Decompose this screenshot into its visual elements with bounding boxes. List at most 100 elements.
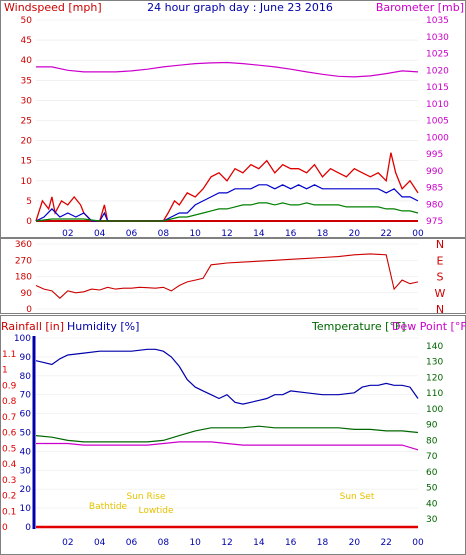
- windspeed-tick-label: 10: [21, 177, 33, 187]
- wind-x-tick-label: 18: [317, 229, 329, 239]
- humidity-tick-label: 40: [20, 447, 32, 457]
- humidity-tick-label: 90: [20, 353, 32, 363]
- windspeed-tick-label: 30: [21, 96, 33, 106]
- wind-series: [35, 61, 419, 222]
- temperature-axes: 010203040506070809010000.10.20.30.40.50.…: [2, 334, 443, 548]
- barometer-tick-label: 1025: [426, 50, 449, 60]
- chart-title: 24 hour graph day : June 23 2016: [147, 1, 333, 14]
- temperature-tick-label: 30: [426, 515, 438, 525]
- direction-tick-label: 90: [21, 289, 33, 299]
- windspeed-axis-label: Windspeed [mph]: [4, 1, 102, 14]
- temperature-tick-label: 50: [426, 484, 438, 494]
- humidity-tick-label: 10: [20, 504, 32, 514]
- rain-tick-label: 0.4: [2, 460, 17, 470]
- barometer-tick-label: 1030: [426, 33, 449, 43]
- temperature-x-tick-label: 10: [189, 538, 201, 548]
- windspeed-tick-label: 50: [21, 16, 33, 26]
- barometer-tick-label: 985: [426, 184, 443, 194]
- temperature-tick-label: 120: [426, 373, 443, 383]
- temperature-tick-label: 110: [426, 389, 443, 399]
- barometer-tick-label: 990: [426, 167, 443, 177]
- barometer-tick-label: 1005: [426, 117, 449, 127]
- direction-gridlines: [36, 243, 418, 310]
- temperature-x-tick-label: 00: [412, 538, 424, 548]
- barometer-tick-label: 1010: [426, 100, 449, 110]
- rain-tick-label: 0.8: [2, 397, 17, 407]
- temperature-axis-label: Temperature [°F]: [311, 320, 406, 333]
- annotation-bathtide: Bathtide: [89, 502, 128, 512]
- humidity-tick-label: 80: [20, 372, 32, 382]
- wind-x-tick-label: 14: [253, 229, 265, 239]
- temperature-x-tick-label: 14: [253, 538, 265, 548]
- humidity-axis-label: Humidity [%]: [67, 320, 139, 333]
- humidity-tick-label: 30: [20, 466, 32, 476]
- temperature-tick-label: 140: [426, 342, 443, 352]
- temperature-tick-label: 60: [426, 468, 438, 478]
- wind-x-tick-label: 08: [158, 229, 170, 239]
- rain-tick-label: 0: [2, 523, 8, 533]
- barometer-tick-label: 1015: [426, 83, 449, 93]
- temperature-tick-label: 40: [426, 499, 438, 509]
- temperature-x-tick-label: 22: [380, 538, 391, 548]
- rain-tick-label: 0.3: [2, 476, 16, 486]
- humidity-line: [35, 348, 419, 405]
- rain-tick-label: 0.9: [2, 381, 17, 391]
- rainfall-axis-label: Rainfall [in]: [1, 320, 64, 333]
- temperature-x-tick-label: 04: [94, 538, 106, 548]
- barometer-tick-label: 1000: [426, 133, 449, 143]
- humidity-tick-label: 60: [20, 410, 32, 420]
- temperature-x-tick-label: 12: [221, 538, 232, 548]
- direction-series: [35, 253, 419, 299]
- windspeed-tick-label: 20: [21, 137, 33, 147]
- temperature-x-tick-label: 18: [317, 538, 329, 548]
- humidity-tick-label: 0: [25, 523, 31, 533]
- temperature-x-tick-label: 02: [62, 538, 73, 548]
- wind-x-tick-label: 12: [221, 229, 232, 239]
- temperature-tick-label: 80: [426, 436, 438, 446]
- compass-tick-label: N: [436, 238, 444, 251]
- windspeed-tick-label: 45: [21, 36, 32, 46]
- direction-tick-label: 270: [15, 256, 32, 266]
- temperature-x-tick-label: 06: [126, 538, 138, 548]
- rain-tick-label: 0.1: [2, 507, 16, 517]
- wind-x-tick-label: 10: [189, 229, 201, 239]
- rain-tick-label: 1: [2, 366, 8, 376]
- rain-tick-label: 0.5: [2, 444, 16, 454]
- wind-x-tick-label: 20: [349, 229, 361, 239]
- compass-tick-label: N: [436, 303, 444, 316]
- temperature-x-tick-label: 08: [158, 538, 170, 548]
- temperature-tick-label: 90: [426, 421, 438, 431]
- direction-tick-label: 360: [15, 240, 32, 250]
- temperature-line: [35, 425, 419, 443]
- wind-gridlines: [36, 19, 418, 222]
- compass-tick-label: W: [435, 287, 446, 300]
- windspeed-tick-label: 15: [21, 157, 32, 167]
- direction-tick-label: 180: [15, 273, 32, 283]
- barometer-tick-label: 975: [426, 217, 443, 227]
- compass-tick-label: E: [437, 254, 444, 267]
- rain-tick-label: 0.6: [2, 429, 17, 439]
- temperature-tick-label: 100: [426, 405, 443, 415]
- humidity-tick-label: 70: [20, 391, 32, 401]
- temperature-tick-label: 70: [426, 452, 438, 462]
- wind-gust-line: [35, 152, 419, 222]
- temperature-x-tick-label: 20: [349, 538, 361, 548]
- windspeed-tick-label: 25: [21, 117, 32, 127]
- barometer-tick-label: 980: [426, 200, 443, 210]
- wind-x-tick-label: 06: [126, 229, 138, 239]
- wind-direction-line: [35, 253, 419, 299]
- annotation-sun-rise: Sun Rise: [127, 492, 166, 502]
- wind-x-tick-label: 02: [62, 229, 73, 239]
- humidity-tick-label: 100: [14, 334, 31, 344]
- barometer-tick-label: 1035: [426, 16, 449, 26]
- windspeed-tick-label: 35: [21, 76, 32, 86]
- barometer-tick-label: 1020: [426, 66, 449, 76]
- dewpoint-line: [36, 441, 419, 451]
- wind-x-tick-label: 00: [412, 229, 424, 239]
- barometer-tick-label: 995: [426, 150, 443, 160]
- annotation-lowtide: Lowtide: [138, 506, 173, 516]
- wind-x-tick-label: 04: [94, 229, 106, 239]
